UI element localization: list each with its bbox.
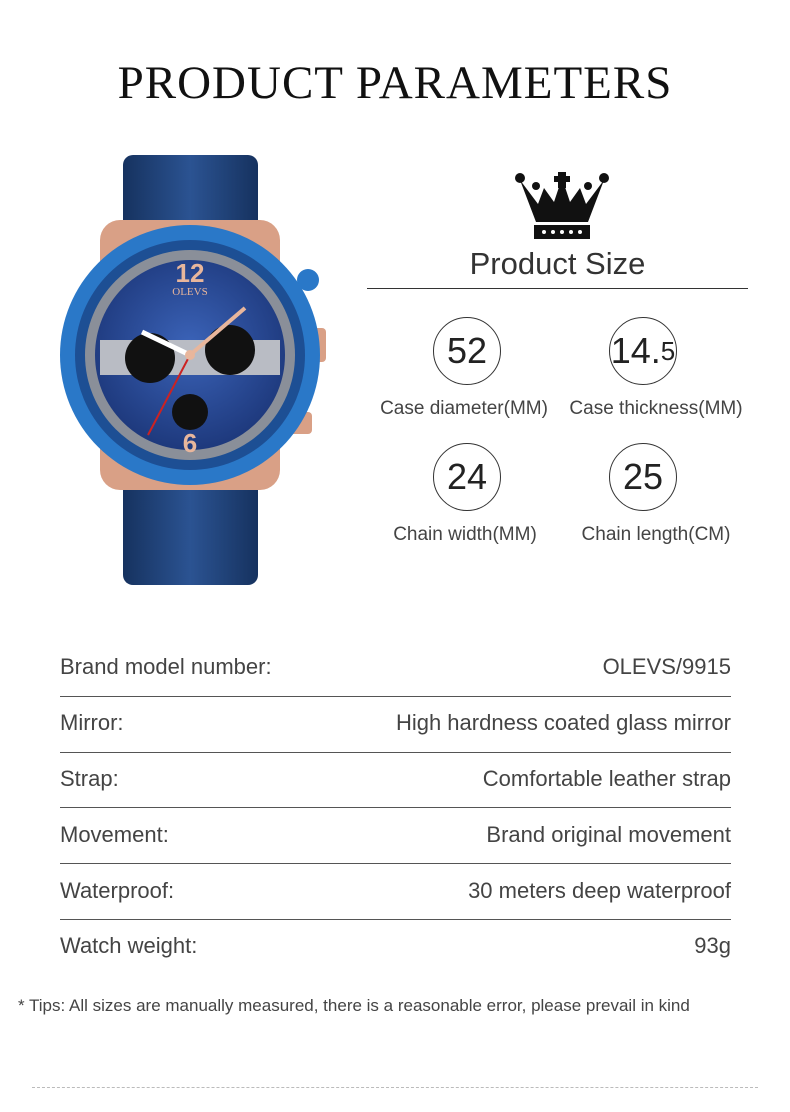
chain-width-value: 24: [446, 456, 488, 497]
spec-key: Strap:: [60, 766, 119, 791]
svg-text:OLEVS: OLEVS: [172, 286, 207, 298]
spec-key: Watch weight:: [60, 933, 198, 958]
divider: [60, 752, 731, 753]
case-thickness-label: Case thickness(MM): [569, 398, 743, 419]
spec-value: Brand original movement: [486, 822, 731, 847]
chain-length-value: 25: [622, 456, 664, 497]
spec-value: 30 meters deep waterproof: [468, 878, 731, 903]
svg-text:6: 6: [183, 428, 197, 458]
spec-row: Mirror: High hardness coated glass mirror: [60, 710, 731, 766]
tips-note: * Tips: All sizes are manually measured,…: [18, 996, 690, 1015]
spec-key: Brand model number:: [60, 654, 272, 679]
spec-row: Brand model number: OLEVS/9915: [60, 654, 731, 710]
spec-value: OLEVS/9915: [602, 654, 731, 679]
spec-key: Movement:: [60, 822, 169, 847]
case-diameter-label: Case diameter(MM): [380, 398, 548, 419]
spec-key: Mirror:: [60, 710, 124, 735]
spec-key: Waterproof:: [60, 878, 175, 903]
spec-row: Waterproof: 30 meters deep waterproof: [60, 878, 731, 934]
svg-text:12: 12: [176, 258, 205, 288]
chain-width-label: Chain width(MM): [393, 524, 537, 545]
case-thickness-value: 14.: [610, 330, 661, 371]
spec-value: 93g: [694, 933, 731, 958]
spec-row: Movement: Brand original movement: [60, 822, 731, 878]
spec-row: Watch weight: 93g: [60, 933, 731, 989]
watch-product-image: OLEVS 12 6: [60, 155, 326, 585]
case-thickness-badge: 14. 5: [609, 317, 677, 385]
divider: [60, 919, 731, 920]
divider: [60, 696, 731, 697]
dashed-divider: [32, 1087, 758, 1088]
case-thickness-value-decimal: 5: [660, 335, 676, 366]
chain-length-badge: 25: [609, 443, 677, 511]
page-title: PRODUCT PARAMETERS: [117, 57, 673, 109]
product-size-heading: Product Size: [469, 246, 646, 281]
chain-length-label: Chain length(CM): [581, 524, 731, 545]
divider: [60, 863, 731, 864]
spec-value: High hardness coated glass mirror: [395, 710, 731, 735]
spec-row: Strap: Comfortable leather strap: [60, 766, 731, 822]
spec-value: Comfortable leather strap: [482, 766, 731, 791]
crown-icon: [515, 172, 609, 239]
divider: [367, 288, 748, 289]
case-diameter-value: 52: [446, 330, 488, 371]
divider: [60, 807, 731, 808]
case-diameter-badge: 52: [433, 317, 501, 385]
chain-width-badge: 24: [433, 443, 501, 511]
